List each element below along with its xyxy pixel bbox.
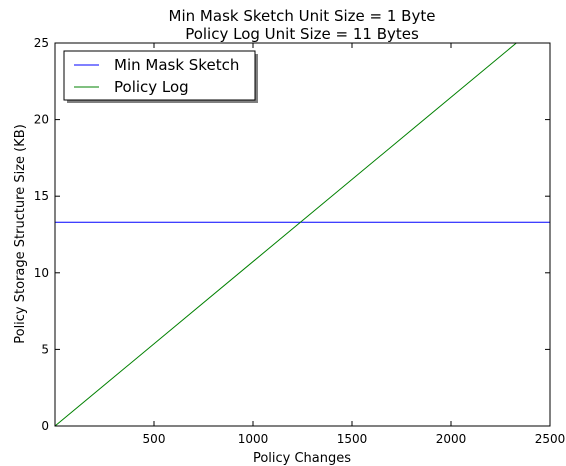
y-tick-label: 5 — [41, 342, 49, 356]
chart-subtitle: Policy Log Unit Size = 11 Bytes — [185, 25, 419, 43]
x-tick-label: 2500 — [535, 432, 566, 446]
y-axis-label: Policy Storage Structure Size (KB) — [13, 124, 28, 344]
y-tick-label: 25 — [34, 36, 49, 50]
plot-frame — [54, 42, 551, 427]
x-tick-label: 2000 — [436, 432, 467, 446]
series-line-2 — [54, 42, 517, 427]
legend-label: Policy Log — [114, 78, 189, 96]
y-axis: 0 5 10 15 20 25 — [34, 36, 550, 433]
legend: Min Mask Sketch Policy Log — [63, 50, 258, 103]
x-tick-label: 1500 — [337, 432, 368, 446]
x-tick-label: 1000 — [238, 432, 269, 446]
series-layer — [54, 42, 550, 427]
legend-box — [63, 50, 256, 101]
y-tick-label: 20 — [34, 113, 49, 127]
x-axis: 500 1000 1500 2000 2500 — [143, 43, 566, 446]
y-tick-label: 0 — [41, 419, 49, 433]
legend-label: Min Mask Sketch — [114, 56, 239, 74]
y-tick-label: 15 — [34, 189, 49, 203]
x-tick-label: 500 — [143, 432, 166, 446]
y-tick-label: 10 — [34, 266, 49, 280]
chart-title: Min Mask Sketch Unit Size = 1 Byte — [169, 7, 436, 25]
x-axis-label: Policy Changes — [253, 451, 351, 466]
